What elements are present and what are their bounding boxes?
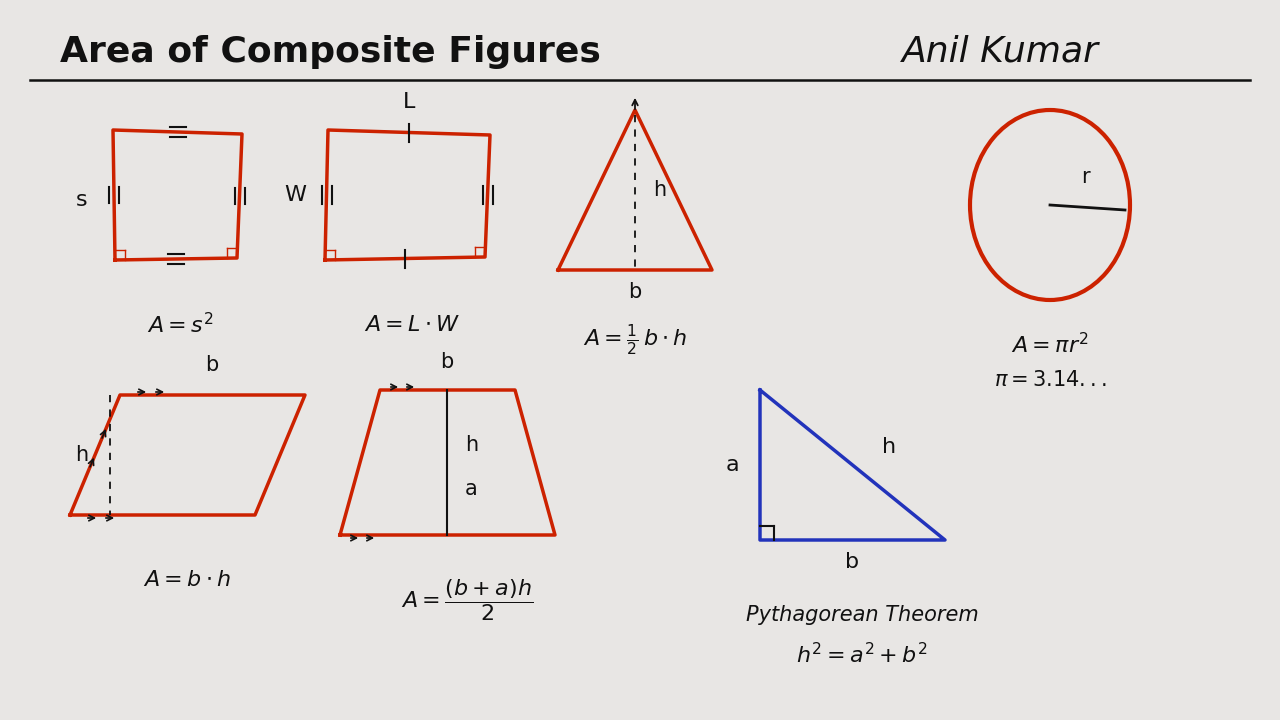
Text: $A = \pi r^2$: $A = \pi r^2$ — [1011, 333, 1089, 358]
Text: b: b — [628, 282, 641, 302]
Text: a: a — [726, 455, 739, 475]
Text: $A= L \cdot W$: $A= L \cdot W$ — [364, 315, 461, 335]
Text: b: b — [205, 355, 219, 375]
Text: h: h — [882, 437, 896, 457]
Text: a: a — [465, 479, 477, 498]
Text: L: L — [403, 92, 415, 112]
Text: h: h — [653, 180, 666, 200]
Text: $A = \frac{1}{2}\,b \cdot h$: $A = \frac{1}{2}\,b \cdot h$ — [582, 323, 687, 357]
Text: $A = s^2$: $A = s^2$ — [147, 312, 214, 338]
Text: b: b — [440, 352, 453, 372]
Text: s: s — [77, 190, 88, 210]
Text: $\pi = 3.14...$: $\pi = 3.14...$ — [993, 370, 1106, 390]
Text: h: h — [465, 435, 479, 455]
Text: W: W — [284, 185, 306, 205]
Text: Area of Composite Figures: Area of Composite Figures — [60, 35, 600, 69]
Text: Anil Kumar: Anil Kumar — [901, 35, 1098, 69]
Text: $A = b \cdot h$: $A = b \cdot h$ — [143, 570, 232, 590]
Text: r: r — [1080, 167, 1089, 187]
Text: b: b — [845, 552, 859, 572]
Text: $A = \dfrac{(b+a)h}{2}$: $A = \dfrac{(b+a)h}{2}$ — [401, 577, 534, 623]
Text: $h^2 = a^2 + b^2$: $h^2 = a^2 + b^2$ — [796, 642, 928, 667]
Text: Pythagorean Theorem: Pythagorean Theorem — [746, 605, 978, 625]
Text: h: h — [74, 445, 88, 465]
